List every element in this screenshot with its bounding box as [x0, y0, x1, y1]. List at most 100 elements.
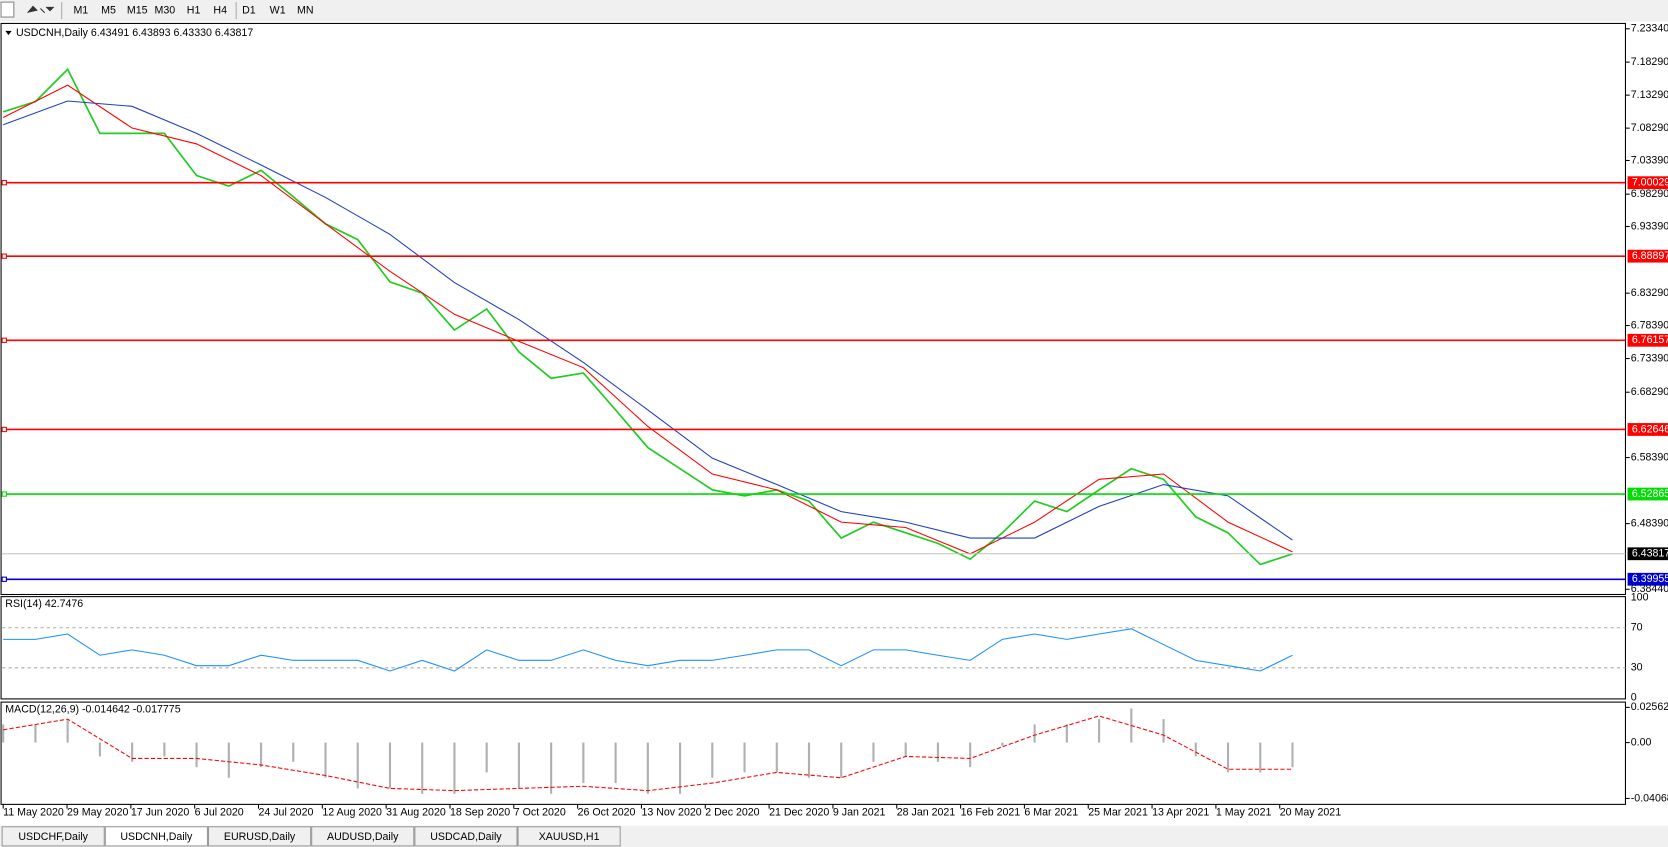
x-tick-label: 29 May 2020: [67, 807, 128, 819]
y-tick-label: 30: [1631, 662, 1643, 674]
y-tick-label: 0.025623: [1631, 701, 1668, 713]
x-tick-label: 7 Oct 2020: [514, 807, 566, 819]
level-handle: [1, 337, 7, 343]
macd-bar: [614, 742, 617, 784]
x-tick-label: 28 Jan 2021: [897, 807, 956, 819]
level-handle: [1, 426, 7, 433]
y-tick-label: 7.03390: [1631, 154, 1668, 166]
tab-label: USDCNH,Daily: [120, 831, 193, 843]
macd-bar: [131, 742, 134, 762]
y-tick-label: 6.98290: [1631, 188, 1668, 200]
macd-bar: [1291, 742, 1294, 768]
level-tag-label: 6.52865: [1632, 488, 1668, 500]
y-tick-label: 70: [1631, 622, 1643, 634]
timeframe-button[interactable]: M5: [101, 4, 116, 16]
y-tick-label: 100: [1631, 592, 1649, 604]
macd-bar: [1033, 724, 1036, 743]
level-tag-label: 7.00029: [1632, 176, 1668, 188]
x-tick-label: 24 Jul 2020: [258, 807, 313, 819]
macd-bar: [936, 742, 939, 762]
current-price-tag: [1627, 547, 1668, 561]
level-tag-label: 6.62646: [1632, 423, 1668, 435]
y-tick-label: 0: [1631, 692, 1637, 704]
chart-header: USDCNH,Daily 6.43491 6.43893 6.43330 6.4…: [16, 27, 253, 39]
tab[interactable]: [311, 826, 415, 847]
timeframe-button[interactable]: M1: [73, 4, 88, 16]
tab[interactable]: [207, 826, 312, 847]
macd-bar: [969, 742, 972, 768]
tab-label: USDCHF,Daily: [18, 831, 88, 843]
level-handle: [1, 491, 7, 497]
series-line: [3, 628, 1293, 672]
y-tick-label: -0.04068: [1631, 792, 1668, 804]
timeframe-button[interactable]: D1: [242, 4, 256, 16]
x-tick-label: 17 Jun 2020: [131, 807, 190, 819]
timeframe-button[interactable]: W1: [270, 4, 286, 16]
y-tick-label: 6.38440: [1631, 583, 1668, 595]
macd-bar: [679, 742, 682, 794]
x-tick-label: 18 Sep 2020: [450, 807, 510, 819]
main-pane: [0, 22, 1626, 596]
level-handle: [1, 576, 7, 582]
macd-bar: [98, 742, 101, 757]
y-tick-label: 6.48390: [1631, 517, 1668, 529]
tab[interactable]: [517, 826, 621, 847]
tool-icon[interactable]: [27, 5, 55, 14]
timeframe-button[interactable]: H1: [187, 4, 201, 16]
macd-bar: [1098, 719, 1101, 743]
macd-bar: [517, 742, 520, 789]
macd-bar: [34, 724, 37, 743]
tab-label: AUDUSD,Daily: [327, 831, 399, 843]
macd-bar: [1001, 742, 1004, 746]
macd-bar: [807, 742, 811, 778]
macd-bar: [1226, 742, 1230, 773]
tab[interactable]: [104, 826, 208, 847]
timeframe-button[interactable]: H4: [213, 4, 227, 16]
tab[interactable]: [1, 826, 105, 847]
x-tick-label: 31 Aug 2020: [386, 807, 446, 819]
x-tick-label: 13 Nov 2020: [641, 807, 701, 819]
collapse-arrow[interactable]: [5, 30, 12, 36]
y-tick-label: 6.58390: [1631, 451, 1668, 463]
level-handle: [1, 180, 7, 186]
toolbar: [0, 0, 1668, 22]
timeframe-button[interactable]: M30: [155, 4, 176, 16]
macd-bar: [872, 742, 875, 762]
tool-icon[interactable]: [0, 1, 15, 18]
timeframe-button[interactable]: M15: [127, 4, 148, 16]
y-tick-label: 6.78390: [1631, 319, 1668, 331]
series-line: [3, 100, 1293, 541]
macd-bar: [324, 742, 327, 778]
macd-bar: [711, 742, 714, 778]
level-tag: [1627, 572, 1668, 586]
x-tick-label: 21 Dec 2020: [769, 807, 829, 819]
macd-bar: [388, 742, 392, 789]
timeframe-button[interactable]: MN: [297, 4, 314, 16]
x-tick-label: 26 Oct 2020: [578, 807, 636, 819]
level-tag: [1627, 249, 1668, 263]
x-tick-label: 25 Mar 2021: [1088, 807, 1148, 819]
macd-pane: [0, 701, 1626, 805]
macd-bar: [1162, 719, 1165, 743]
level-tag-label: 6.76157: [1632, 334, 1668, 346]
macd-bar: [775, 742, 778, 773]
macd-bar: [1194, 742, 1197, 757]
y-tick-label: 6.73390: [1631, 352, 1668, 364]
macd-bar: [421, 742, 424, 794]
macd-bar: [195, 742, 198, 768]
macd-bar: [550, 742, 553, 794]
x-tick-label: 16 Feb 2021: [961, 807, 1021, 819]
y-tick-label: 7.13290: [1631, 89, 1668, 101]
macd-bar: [292, 742, 295, 762]
y-tick-label: 7.18290: [1631, 56, 1668, 68]
macd-bar: [453, 742, 456, 794]
tab[interactable]: [414, 826, 518, 847]
macd-bar: [743, 742, 746, 773]
y-tick-label: 6.68290: [1631, 386, 1668, 398]
y-tick-label: 6.83290: [1631, 287, 1668, 299]
x-tick-label: 12 Aug 2020: [322, 807, 382, 819]
tab-label: USDCAD,Daily: [430, 831, 502, 843]
macd-bar: [163, 742, 166, 757]
y-tick-label: 7.08290: [1631, 122, 1668, 134]
macd-header: MACD(12,26,9) -0.014642 -0.017775: [5, 703, 180, 715]
